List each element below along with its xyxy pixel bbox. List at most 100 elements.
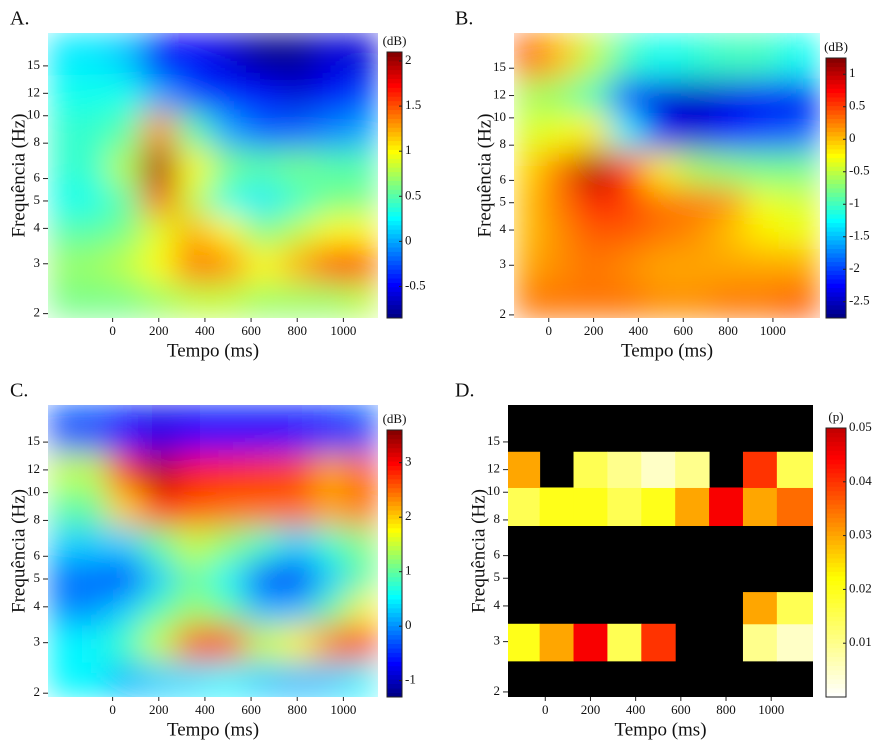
heat-cell (610, 33, 645, 79)
heat-cell (314, 184, 350, 216)
heat-cell (744, 284, 780, 318)
y-tick-label: 6 (34, 170, 41, 185)
colorbar-frame (386, 429, 403, 698)
colorbar-tick-label: -2.5 (849, 293, 870, 308)
colorbar-step (826, 647, 846, 653)
y-tick-label: 12 (27, 84, 40, 99)
heat-cell (106, 562, 142, 594)
colorbar-step (826, 558, 846, 563)
y-axis-label: Frequência (Hz) (474, 114, 495, 238)
colorbar-step (826, 634, 846, 640)
colorbar-step (387, 291, 402, 297)
heat-cell (314, 526, 350, 564)
colorbar-step (387, 656, 402, 662)
heat-cell (210, 282, 246, 318)
colorbar-tick-label: 2 (405, 508, 412, 523)
colorbar-step (387, 630, 402, 636)
colorbar-step (387, 519, 402, 524)
colorbar-step (826, 179, 846, 185)
colorbar-step (387, 514, 402, 520)
heat-cell (776, 451, 813, 488)
heat-cell (744, 113, 780, 152)
heat-cell (677, 33, 712, 79)
colorbar-step (826, 235, 846, 241)
y-tick-label: 15 (27, 433, 40, 448)
y-axis-label: Frequência (Hz) (468, 489, 489, 613)
colorbar-step (387, 430, 402, 435)
heat-cell (176, 246, 212, 284)
heat-cell (607, 487, 642, 527)
heat-cell (210, 451, 246, 489)
heat-cell (279, 405, 316, 453)
heat-cell (106, 661, 142, 697)
heat-cell (514, 216, 544, 249)
heat-cell (314, 214, 350, 247)
y-tick-label: 6 (500, 171, 507, 186)
heat-cell (610, 247, 645, 285)
x-tick-label: 1000 (758, 702, 784, 717)
heat-cell (279, 282, 316, 318)
heat-cell (141, 487, 177, 527)
heat-cell (106, 111, 142, 150)
colorbar-step (826, 192, 846, 198)
colorbar-step (387, 91, 402, 97)
colorbar-step (387, 176, 402, 181)
colorbar-step (387, 532, 402, 538)
heat-cell (176, 75, 212, 112)
heat-cell (48, 526, 108, 564)
heat-cell (744, 150, 780, 188)
colorbar-step (826, 508, 846, 514)
heat-cell (176, 487, 212, 527)
heat-cell (349, 214, 378, 247)
colorbar-step (387, 554, 402, 560)
y-tick-label: 3 (494, 633, 501, 648)
heat-cell (48, 111, 108, 150)
x-tick-label: 400 (195, 323, 215, 338)
colorbar-tick-label: 1 (849, 65, 856, 80)
y-tick-label: 8 (500, 136, 507, 151)
colorbar-step (826, 589, 846, 595)
colorbar-step (387, 185, 402, 190)
y-tick-label: 4 (34, 219, 41, 234)
y-tick-label: 12 (493, 87, 506, 102)
colorbar-step (387, 688, 402, 693)
heat-cell (279, 246, 316, 284)
colorbar-step (387, 211, 402, 217)
panel-label: A. (10, 8, 29, 30)
colorbar-step (387, 510, 402, 515)
x-tick-label: 200 (149, 323, 169, 338)
colorbar-step (826, 625, 846, 631)
colorbar-step (826, 607, 846, 613)
heat-cell (279, 184, 316, 216)
y-tick-label: 2 (34, 684, 41, 699)
heat-cell (245, 451, 281, 489)
x-tick-label: 400 (629, 323, 649, 338)
colorbar-step (826, 240, 846, 245)
heat-cell (778, 77, 820, 114)
colorbar-step (387, 581, 402, 587)
heat-cell (48, 592, 108, 626)
colorbar-step (826, 432, 846, 438)
heat-cell (314, 592, 350, 626)
colorbar-step (387, 131, 402, 137)
colorbar-step (387, 193, 402, 199)
y-tick-label: 3 (34, 255, 41, 270)
heat-cell (48, 624, 108, 663)
colorbar-step (387, 118, 402, 124)
colorbar-step (826, 79, 846, 85)
colorbar-step (387, 447, 402, 453)
colorbar-step (387, 233, 402, 239)
heat-cell (543, 33, 578, 79)
colorbar-step (387, 100, 402, 106)
x-tick-label: 400 (626, 702, 646, 717)
colorbar-step (387, 189, 402, 195)
heat-cell (711, 186, 746, 217)
colorbar-step (387, 434, 402, 440)
heat-cell (245, 526, 281, 564)
heat-cell (141, 184, 177, 216)
heat-cell (314, 562, 350, 594)
colorbar-step (387, 74, 402, 79)
cells (48, 33, 378, 318)
colorbar-tick-label: -0.5 (849, 163, 870, 178)
heat-cell (210, 592, 246, 626)
